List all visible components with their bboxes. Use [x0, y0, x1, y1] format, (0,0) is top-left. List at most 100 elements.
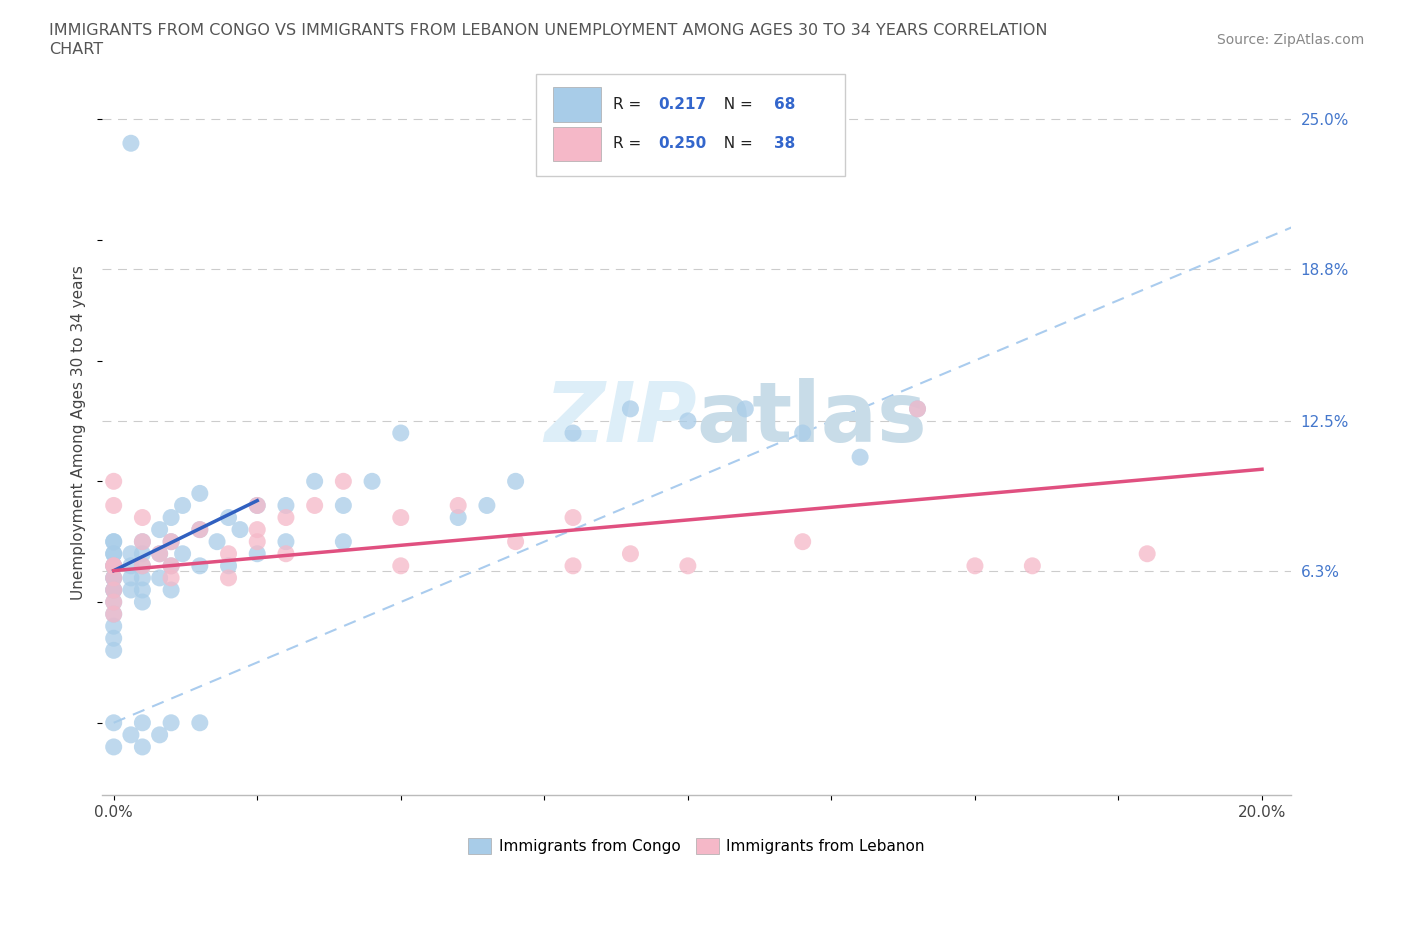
Point — [160, 534, 183, 549]
Point — [172, 546, 194, 561]
Point — [149, 546, 172, 561]
Point — [131, 534, 153, 549]
Point — [676, 558, 699, 573]
Point — [103, 582, 125, 597]
Text: ZIP: ZIP — [544, 378, 696, 459]
Text: 0.217: 0.217 — [658, 98, 707, 113]
Point — [218, 510, 240, 525]
Point — [103, 558, 125, 573]
Point — [274, 498, 297, 513]
Point — [188, 486, 211, 501]
Point — [131, 546, 153, 561]
Point — [475, 498, 498, 513]
Point — [907, 402, 929, 417]
Point — [103, 594, 125, 609]
Point — [246, 498, 269, 513]
Point — [120, 136, 142, 151]
Point — [188, 715, 211, 730]
Point — [149, 570, 172, 585]
Text: 38: 38 — [773, 137, 794, 152]
Point — [160, 558, 183, 573]
Point — [103, 606, 125, 621]
Point — [562, 558, 585, 573]
Y-axis label: Unemployment Among Ages 30 to 34 years: Unemployment Among Ages 30 to 34 years — [72, 266, 86, 601]
Point — [120, 727, 142, 742]
Point — [103, 558, 125, 573]
Text: N =: N = — [714, 137, 758, 152]
Point — [131, 570, 153, 585]
Point — [562, 426, 585, 441]
Point — [332, 498, 354, 513]
Point — [246, 522, 269, 537]
Point — [103, 582, 125, 597]
Point — [188, 558, 211, 573]
Point — [907, 402, 929, 417]
Point — [188, 522, 211, 537]
Point — [188, 522, 211, 537]
Point — [120, 546, 142, 561]
FancyBboxPatch shape — [553, 126, 602, 161]
Point — [619, 402, 641, 417]
Point — [229, 522, 252, 537]
Point — [304, 498, 326, 513]
Point — [103, 739, 125, 754]
Point — [447, 498, 470, 513]
Point — [103, 558, 125, 573]
Text: atlas: atlas — [696, 378, 927, 459]
Point — [103, 643, 125, 658]
Point — [676, 414, 699, 429]
Point — [792, 534, 814, 549]
Text: R =: R = — [613, 98, 647, 113]
Point — [274, 534, 297, 549]
Point — [361, 474, 384, 489]
FancyBboxPatch shape — [553, 87, 602, 122]
Point — [103, 606, 125, 621]
Point — [103, 570, 125, 585]
Point — [103, 618, 125, 633]
Point — [103, 534, 125, 549]
Text: 68: 68 — [773, 98, 796, 113]
Point — [332, 534, 354, 549]
Point — [562, 510, 585, 525]
Point — [447, 510, 470, 525]
Text: N =: N = — [714, 98, 758, 113]
Point — [131, 594, 153, 609]
Point — [131, 739, 153, 754]
Point — [218, 546, 240, 561]
Point — [149, 727, 172, 742]
Point — [218, 570, 240, 585]
Point — [131, 510, 153, 525]
Point — [160, 558, 183, 573]
Point — [149, 522, 172, 537]
Point — [389, 558, 412, 573]
Point — [218, 558, 240, 573]
Point — [160, 570, 183, 585]
Point — [274, 546, 297, 561]
Point — [131, 715, 153, 730]
Point — [103, 498, 125, 513]
Point — [160, 534, 183, 549]
Point — [849, 450, 872, 465]
Text: 0.250: 0.250 — [658, 137, 707, 152]
Point — [963, 558, 986, 573]
Point — [103, 546, 125, 561]
Point — [103, 474, 125, 489]
Point — [149, 546, 172, 561]
Point — [103, 582, 125, 597]
Point — [246, 546, 269, 561]
Point — [131, 558, 153, 573]
Point — [120, 570, 142, 585]
Point — [1021, 558, 1043, 573]
Point — [103, 570, 125, 585]
Text: CHART: CHART — [49, 42, 103, 57]
Point — [734, 402, 756, 417]
Point — [103, 631, 125, 645]
Point — [205, 534, 228, 549]
Legend: Immigrants from Congo, Immigrants from Lebanon: Immigrants from Congo, Immigrants from L… — [463, 831, 931, 860]
Point — [389, 426, 412, 441]
Point — [792, 426, 814, 441]
Point — [505, 474, 527, 489]
Point — [120, 582, 142, 597]
Point — [103, 594, 125, 609]
Point — [131, 582, 153, 597]
